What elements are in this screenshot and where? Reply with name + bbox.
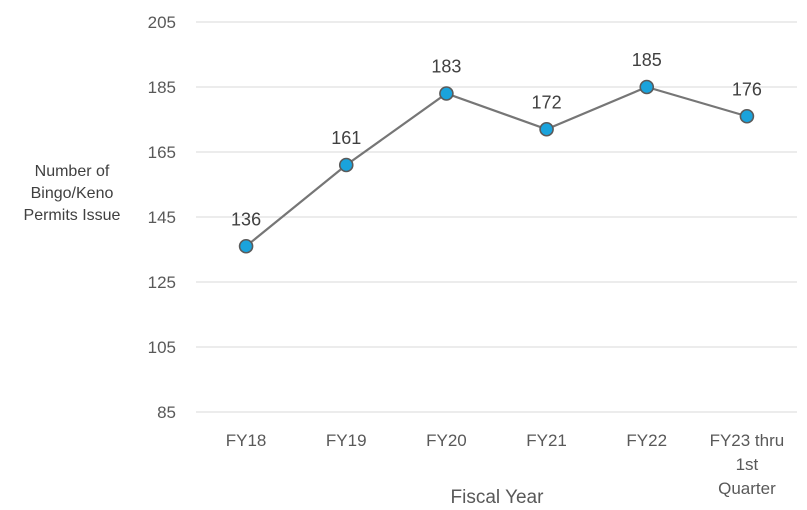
x-tick-label: FY18	[226, 431, 267, 450]
x-axis-title: Fiscal Year	[451, 487, 545, 508]
x-tick-label: FY19	[326, 431, 367, 450]
data-label: 185	[632, 50, 662, 70]
x-tick-label: FY23 thru 1st Quarter	[710, 431, 785, 498]
data-point	[238, 238, 254, 254]
data-label: 161	[331, 128, 361, 148]
y-tick-label: 205	[148, 13, 176, 32]
series-line-layer	[245, 85, 748, 248]
y-tick-label: 85	[157, 403, 176, 422]
series-line	[245, 85, 748, 248]
data-point	[539, 121, 554, 137]
y-axis-title: Number of Bingo/Keno Permits Issue	[24, 163, 121, 224]
data-point	[338, 157, 354, 173]
y-tick-label: 125	[148, 273, 176, 292]
data-points	[238, 79, 755, 254]
data-label: 136	[231, 209, 261, 229]
x-tick-label: FY22	[626, 431, 667, 450]
x-tick-label: FY20	[426, 431, 467, 450]
x-axis-ticks: FY18 FY19 FY20 FY21 FY22 FY23 thru 1st Quarter	[226, 431, 784, 498]
y-tick-label: 185	[148, 78, 176, 97]
data-point	[739, 108, 755, 124]
y-tick-label: 145	[148, 208, 176, 227]
data-label: 183	[431, 57, 461, 77]
gridlines	[196, 21, 797, 413]
data-point	[639, 79, 655, 95]
data-labels: 136 161 183 172 185 176	[231, 50, 762, 229]
x-tick-label: FY21	[526, 431, 567, 450]
y-tick-label: 105	[148, 338, 176, 357]
y-axis-ticks: 85 105 125 145 165 185 205	[148, 13, 176, 422]
data-label: 176	[732, 79, 762, 99]
data-point	[439, 86, 454, 101]
data-label: 172	[532, 92, 562, 112]
y-tick-label: 165	[148, 143, 176, 162]
